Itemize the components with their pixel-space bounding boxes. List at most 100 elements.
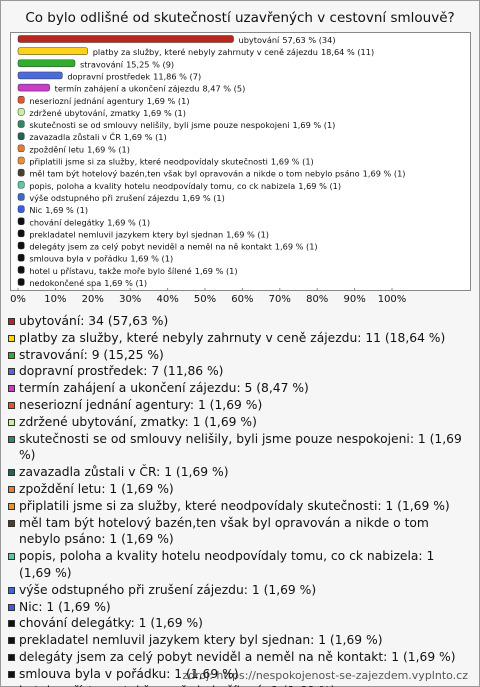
category-label: smlouva byla v pořádku xyxy=(29,253,127,263)
legend-label: prekladatel nemluvil jazykem ktery byl s… xyxy=(19,633,383,648)
bar-label: delegáty jsem za celý pobyt neviděl a ne… xyxy=(29,241,317,251)
value-label: 1,69 % (1) xyxy=(124,132,167,142)
bar-label: stravování 15,25 % (9) xyxy=(80,59,174,69)
legend-swatch xyxy=(8,368,15,376)
legend-swatch xyxy=(8,469,15,477)
value-label: 1,69 % (1) xyxy=(363,168,406,178)
bar-label: popis, poloha a kvality hotelu neodpovíd… xyxy=(29,180,341,190)
legend-label: zavazadla zůstali v ČR: 1 (1,69 %) xyxy=(19,465,229,480)
category-label: zavazadla zůstali v ČR xyxy=(29,131,121,142)
legend-item: smlouva byla v pořádku: 1 (1,69 %) xyxy=(8,666,470,683)
legend-item: dopravní prostředek: 7 (11,86 %) xyxy=(8,363,470,380)
bar xyxy=(17,168,25,177)
legend-swatch xyxy=(8,318,15,325)
bar-label: skutečnosti se od smlouvy nelišily, byli… xyxy=(29,120,335,130)
category-label: stravování xyxy=(80,59,124,69)
bar xyxy=(17,108,25,116)
legend-swatch xyxy=(8,553,15,561)
value-label: 8,47 % (5) xyxy=(202,83,245,93)
value-label: 1,69 % (1) xyxy=(147,95,190,105)
legend-swatch xyxy=(8,485,15,493)
value-label: 1,69 % (1) xyxy=(293,120,336,130)
value-label: 1,69 % (1) xyxy=(195,265,238,275)
bar xyxy=(17,253,25,262)
legend-item: prekladatel nemluvil jazykem ktery byl s… xyxy=(8,632,470,649)
category-label: zdržené ubytování, zmatky xyxy=(29,107,140,117)
bar-label: hotel u přístavu, takže moře bylo šílené… xyxy=(29,265,237,275)
bar xyxy=(17,193,25,201)
bar-label: měl tam být hotelový bazén,ten však byl … xyxy=(29,168,405,178)
legend-label: delegáty jsem za celý pobyt neviděl a ne… xyxy=(19,649,456,664)
legend-item: zpoždění letu: 1 (1,69 %) xyxy=(8,481,470,498)
x-tick-label: 10% xyxy=(44,294,66,305)
legend-label: stravování: 9 (15,25 %) xyxy=(19,347,164,362)
category-label: skutečnosti se od smlouvy nelišily, byli… xyxy=(29,120,289,130)
bar-label: chování delegátky 1,69 % (1) xyxy=(29,217,150,227)
bar-label: smlouva byla v pořádku 1,69 % (1) xyxy=(29,253,173,263)
bar-label: zpoždění letu 1,69 % (1) xyxy=(29,144,130,154)
legend-item: popis, poloha a kvality hotelu neodpovíd… xyxy=(8,548,470,582)
plot-area xyxy=(10,32,471,291)
legend-item: termín zahájení a ukončení zájezdu: 5 (8… xyxy=(8,380,470,397)
bar xyxy=(17,229,25,238)
x-tick-label: 50% xyxy=(194,294,216,305)
legend-swatch xyxy=(8,418,15,426)
bar-label: nedokončené spa 1,69 % (1) xyxy=(29,278,147,288)
legend-swatch xyxy=(8,401,15,409)
value-label: 1,69 % (1) xyxy=(107,217,150,227)
bar-label: neseriozní jednání agentury 1,69 % (1) xyxy=(29,95,189,105)
bar-label: zavazadla zůstali v ČR 1,69 % (1) xyxy=(29,131,166,142)
legend-swatch xyxy=(8,603,15,611)
bar xyxy=(17,205,25,213)
bar-label: ubytování 57,63 % (34) xyxy=(239,35,336,45)
legend-item: skutečnosti se od smlouvy nelišily, byli… xyxy=(8,431,470,465)
category-label: výše odstupného při zrušení zájezdu xyxy=(29,192,179,202)
legend-swatch xyxy=(8,670,15,678)
legend-item: platby za služby, které nebyly zahrnuty … xyxy=(8,330,470,347)
legend-item: Nic: 1 (1,69 %) xyxy=(8,599,470,616)
bar xyxy=(17,132,25,140)
x-tick-label: 90% xyxy=(343,294,365,305)
value-label: 1,69 % (1) xyxy=(104,278,147,288)
bar xyxy=(17,241,25,250)
legend-swatch xyxy=(8,620,15,628)
value-label: 1,69 % (1) xyxy=(182,192,225,202)
category-label: prekladatel nemluvil jazykem ktery byl s… xyxy=(29,229,223,239)
value-label: 1,69 % (1) xyxy=(130,253,173,263)
category-label: platby za služby, které nebyly zahrnuty … xyxy=(93,47,318,57)
legend-label: platby za služby, které nebyly zahrnuty … xyxy=(19,330,446,345)
bar-label: výše odstupného při zrušení zájezdu 1,69 … xyxy=(29,192,224,202)
legend-label: Nic: 1 (1,69 %) xyxy=(19,599,111,614)
legend-swatch xyxy=(8,586,15,594)
legend-item: výše odstupného při zrušení zájezdu: 1 (… xyxy=(8,582,470,599)
legend-swatch xyxy=(8,435,15,443)
legend-item: ubytování: 34 (57,63 %) xyxy=(8,313,470,330)
x-tick-label: 20% xyxy=(82,294,104,305)
legend-swatch xyxy=(8,519,15,527)
legend-label: ubytování: 34 (57,63 %) xyxy=(19,314,169,328)
bar xyxy=(17,59,76,68)
legend-item: měl tam být hotelový bazén,ten však byl … xyxy=(8,515,470,549)
bar xyxy=(17,181,25,189)
bar-label: dopravní prostředek 11,86 % (7) xyxy=(67,71,201,81)
bar xyxy=(17,144,25,153)
legend-label: měl tam být hotelový bazén,ten však byl … xyxy=(19,515,429,547)
legend-label: smlouva byla v pořádku: 1 (1,69 %) xyxy=(19,666,239,681)
value-label: 1,69 % (1) xyxy=(87,144,130,154)
category-label: delegáty jsem za celý pobyt neviděl a ne… xyxy=(29,241,272,251)
category-label: připlatili jsme si za služby, které neod… xyxy=(29,156,268,166)
legend: ubytování: 34 (57,63 %) platby za služby,… xyxy=(8,313,470,687)
legend-item: chování delegátky: 1 (1,69 %) xyxy=(8,615,470,632)
legend-label: popis, poloha a kvality hotelu neodpovíd… xyxy=(19,549,435,580)
legend-label: skutečnosti se od smlouvy nelišily, byli… xyxy=(19,431,462,463)
bar xyxy=(17,217,25,225)
value-label: 1,69 % (1) xyxy=(275,241,318,251)
x-tick-label: 40% xyxy=(156,294,178,305)
legend-label: dopravní prostředek: 7 (11,86 %) xyxy=(19,364,224,379)
legend-item: zdržené ubytování, zmatky: 1 (1,69 %) xyxy=(8,414,470,431)
bar-label: Nic 1,69 % (1) xyxy=(29,205,88,215)
x-tick-label: 100% xyxy=(378,294,407,305)
bar-label: připlatili jsme si za služby, které neod… xyxy=(29,156,313,166)
legend-item: připlatili jsme si za služby, které neod… xyxy=(8,498,470,515)
